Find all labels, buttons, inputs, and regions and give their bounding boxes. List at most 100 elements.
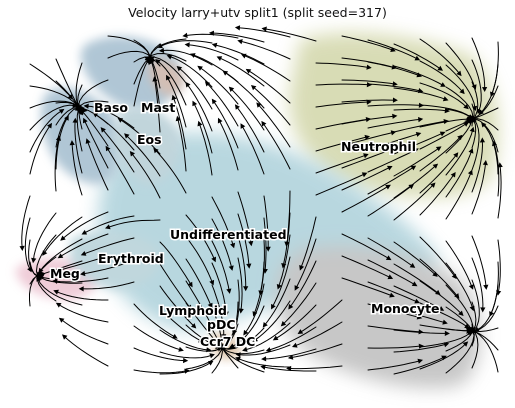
streamline — [101, 128, 135, 173]
streamline-arrowhead — [166, 74, 171, 81]
streamline — [419, 342, 468, 370]
streamline — [298, 299, 343, 334]
streamline-arrowhead — [392, 113, 398, 119]
streamline — [315, 136, 369, 152]
streamline-arrowhead — [54, 267, 60, 273]
streamline — [133, 303, 177, 339]
streamline — [238, 40, 291, 60]
streamline-arrowhead — [157, 43, 163, 49]
streamline-arrowhead — [492, 140, 497, 147]
streamline-arrowhead — [256, 102, 262, 108]
streamline-arrowhead — [124, 133, 130, 139]
streamline — [29, 104, 77, 131]
streamline — [341, 35, 395, 51]
streamline — [367, 345, 423, 349]
streamline-arrowhead — [209, 324, 214, 330]
label-lymphoid: Lymphoid — [159, 303, 227, 318]
streamline — [213, 44, 265, 65]
streamline — [419, 135, 462, 172]
streamline-arrowhead — [31, 257, 37, 264]
streamline — [315, 83, 371, 86]
streamline — [445, 128, 474, 176]
streamline — [192, 101, 213, 154]
streamline-arrowhead — [392, 81, 398, 87]
streamline — [261, 366, 317, 372]
streamline-arrowhead — [476, 108, 482, 115]
streamline-arrowhead — [190, 53, 196, 58]
streamline-arrowhead — [105, 145, 111, 152]
streamline-arrowhead — [413, 148, 419, 153]
streamline — [367, 148, 418, 173]
streamline — [37, 277, 83, 306]
streamline — [133, 325, 183, 351]
streamline — [243, 322, 291, 351]
streamline — [218, 119, 239, 171]
streamline — [393, 356, 446, 375]
streamline — [166, 76, 187, 128]
streamline-arrowhead — [483, 284, 489, 290]
streamline-arrowhead — [482, 160, 488, 166]
streamline-arrowhead — [467, 328, 473, 333]
streamline — [393, 132, 445, 155]
streamline-arrowhead — [240, 123, 246, 129]
streamline — [106, 146, 135, 195]
streamline-arrowhead — [418, 329, 424, 335]
streamline-arrowhead — [47, 122, 52, 129]
streamline-arrowhead — [299, 265, 305, 271]
streamline — [210, 32, 265, 43]
streamline-arrowhead — [265, 246, 271, 252]
streamline-arrowhead — [209, 353, 215, 359]
streamline-arrowhead — [235, 352, 241, 358]
streamline — [125, 134, 161, 177]
streamline-arrowhead — [60, 235, 66, 241]
streamline-arrowhead — [191, 323, 197, 329]
streamline — [393, 343, 448, 353]
streamline-arrowhead — [217, 117, 223, 124]
streamline — [168, 55, 213, 88]
streamline-arrowhead — [387, 274, 394, 280]
streamline — [475, 283, 499, 332]
streamline — [300, 216, 317, 270]
streamline-arrowhead — [442, 319, 448, 325]
streamline-arrowhead — [166, 54, 173, 60]
streamline-arrowhead — [64, 115, 69, 121]
streamline-arrowhead — [187, 281, 193, 288]
streamline — [185, 214, 216, 261]
streamline-arrowhead — [216, 56, 223, 61]
streamline — [237, 213, 250, 268]
streamline-arrowhead — [245, 68, 252, 74]
streamline — [271, 256, 291, 309]
streamline — [445, 262, 474, 310]
streamline — [393, 43, 442, 71]
streamline — [57, 303, 109, 323]
streamline-arrowhead — [414, 55, 421, 61]
streamline-arrowhead — [243, 329, 249, 336]
streamline — [74, 119, 83, 174]
streamline-arrowhead — [228, 86, 235, 92]
streamline — [252, 85, 291, 126]
streamline — [242, 54, 291, 82]
streamline — [471, 257, 484, 311]
streamline — [185, 236, 214, 285]
streamline — [160, 49, 213, 66]
streamline — [198, 66, 239, 105]
streamline-arrowhead — [415, 132, 422, 137]
streamline — [246, 69, 291, 104]
streamline — [42, 216, 83, 255]
streamline-arrowhead — [430, 182, 436, 188]
streamline — [419, 122, 468, 150]
streamline — [71, 141, 83, 196]
streamline-arrowhead — [435, 289, 441, 295]
streamline-arrowhead — [176, 66, 183, 72]
streamline — [217, 56, 265, 87]
streamline — [493, 142, 500, 197]
streamline — [236, 357, 291, 368]
label-eos: Eos — [137, 132, 162, 147]
streamline — [393, 285, 443, 311]
erythroid-cloud — [70, 231, 161, 290]
streamline — [262, 348, 317, 360]
streamline-arrowhead — [459, 88, 465, 95]
streamline-arrowhead — [497, 162, 503, 168]
streamline-arrowhead — [184, 42, 190, 48]
label-pdc: pDC — [207, 317, 236, 332]
